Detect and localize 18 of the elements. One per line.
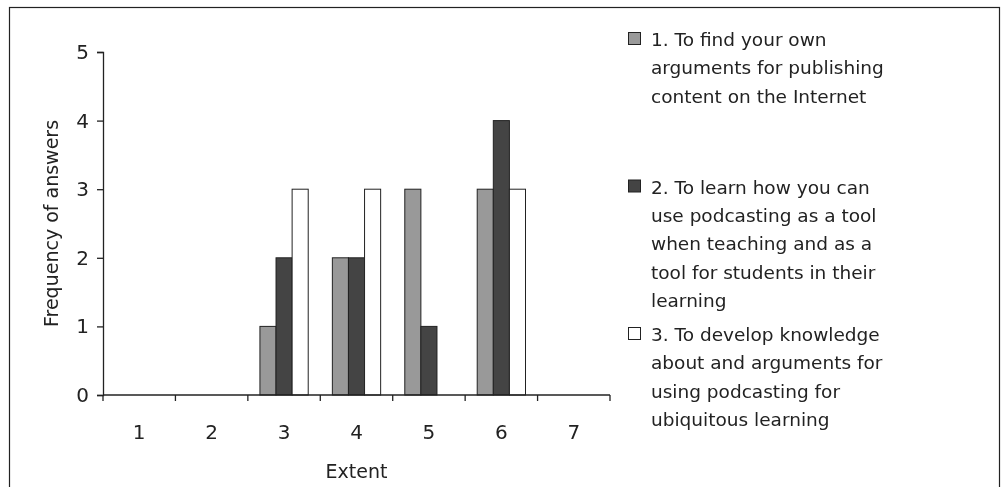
x-axis-title: Extent <box>325 460 388 482</box>
x-tick-label: 7 <box>567 420 581 444</box>
y-tick-label: 3 <box>76 177 89 202</box>
legend-label: 2. To learn how you can use podcasting as a tool when teaching and as a tool for students in their learning <box>651 176 877 312</box>
x-tick-label: 1 <box>132 420 146 444</box>
y-tick-label: 2 <box>76 245 89 270</box>
x-tick-label: 5 <box>422 420 436 444</box>
legend-label: 3. To develop knowledge about and arguments for using podcasting for ubiquitous learning <box>651 324 883 431</box>
x-tick-label: 4 <box>350 420 363 444</box>
x-tick-label: 6 <box>494 420 508 444</box>
y-tick-label: 4 <box>76 108 89 133</box>
y-tick-label: 5 <box>76 39 89 64</box>
x-tick-label: 3 <box>277 420 291 444</box>
y-tick-label: 0 <box>76 382 89 407</box>
x-tick-label: 2 <box>205 420 219 444</box>
y-tick-label: 1 <box>76 314 89 339</box>
legend-label: 1. To find your own arguments for publishing content on the Internet <box>651 29 884 107</box>
y-axis-title: Frequency of answers <box>40 119 62 328</box>
